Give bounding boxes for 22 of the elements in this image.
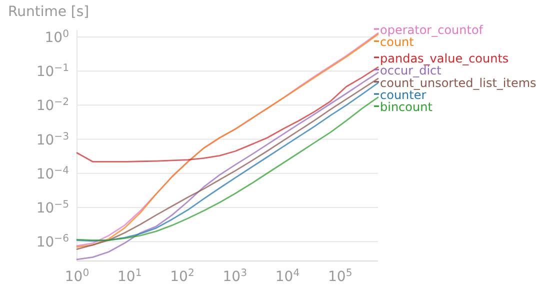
- legend-label: occur_dict: [380, 64, 442, 78]
- legend-label: operator_countof: [380, 23, 484, 37]
- y-tick-label: 10$^{0}$: [44, 28, 69, 46]
- legend-label: bincount: [380, 100, 433, 114]
- x-tick-label: 10$^{0}$: [64, 268, 90, 285]
- x-tick-label: 10$^{5}$: [328, 268, 352, 285]
- y-tick-label: 10$^{−1}$: [36, 62, 69, 80]
- y-tick-label: 10$^{−3}$: [36, 130, 69, 148]
- y-tick-label: 10$^{−2}$: [36, 96, 69, 114]
- y-tick-label: 10$^{−5}$: [36, 199, 69, 216]
- x-tick-label: 10$^{2}$: [170, 268, 194, 285]
- y-tick-label: 10$^{−6}$: [36, 233, 69, 251]
- y-tick-label: 10$^{−4}$: [36, 164, 69, 182]
- line-series: [76, 66, 379, 162]
- legend-label: pandas_value_counts: [380, 51, 509, 66]
- x-tick-label: 10$^{4}$: [275, 268, 300, 285]
- chart-title: Runtime [s]: [8, 4, 90, 20]
- x-tick-label: 10$^{3}$: [222, 268, 248, 285]
- x-tick-label: 10$^{1}$: [118, 268, 142, 285]
- legend-label: count_unsorted_list_items: [380, 76, 536, 90]
- legend-label: counter: [380, 88, 426, 102]
- legend-label: count: [380, 35, 414, 50]
